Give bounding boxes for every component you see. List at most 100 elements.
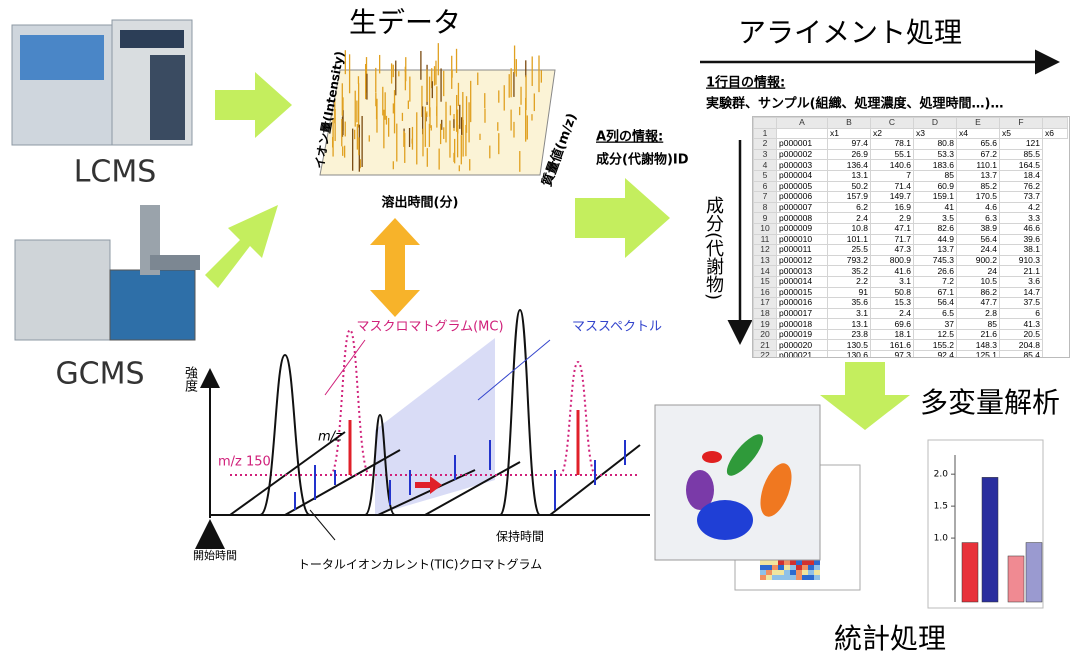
cell: 50.2 (828, 181, 871, 192)
heat-cell (808, 565, 814, 570)
cell: 121 (1000, 139, 1043, 150)
cell: 7.2 (914, 276, 957, 287)
heat-cell (796, 560, 802, 565)
cell: 26.9 (828, 149, 871, 160)
cell: 85.2 (957, 181, 1000, 192)
cell: 2.8 (957, 308, 1000, 319)
heat-cell (778, 570, 784, 575)
cell: 16 (754, 287, 777, 298)
row: 12p00001125.547.313.724.438.1 (754, 245, 1068, 256)
cell: 4.2 (1000, 202, 1043, 213)
cell: 2.2 (828, 276, 871, 287)
cell: 85.4 (1000, 351, 1043, 358)
label: 成分(代謝物)ID (596, 152, 689, 168)
instrument-label: GCMS (55, 357, 144, 392)
cell: 26.6 (914, 266, 957, 277)
cell: 65.6 (957, 139, 1000, 150)
heat-cell (796, 575, 802, 580)
heat-cell (808, 575, 814, 580)
cell: 14 (754, 266, 777, 277)
cell: 159.1 (914, 192, 957, 203)
label: トータルイオンカレント(TIC)クロマトグラム (298, 558, 542, 572)
cell: 15 (754, 276, 777, 287)
heat-cell (790, 575, 796, 580)
cell: 39.6 (1000, 234, 1043, 245)
heat-cell (790, 560, 796, 565)
cell: x3 (914, 128, 957, 139)
label: 開始時間 (193, 548, 237, 562)
cell: 50.8 (871, 287, 914, 298)
cell: 2 (754, 139, 777, 150)
cell: 35.2 (828, 266, 871, 277)
cell: x5 (1000, 128, 1043, 139)
cell: x1 (828, 128, 871, 139)
row: 15p0000142.23.17.210.53.6 (754, 276, 1068, 287)
cell: 24.4 (957, 245, 1000, 256)
multivariate-plot (655, 405, 860, 590)
flow-arrow (575, 178, 670, 258)
instrument-label: LCMS (74, 155, 157, 190)
cell: 82.6 (914, 223, 957, 234)
heat-cell (784, 565, 790, 570)
cell: 6.5 (914, 308, 957, 319)
cell: p000007 (777, 202, 828, 213)
cell: p000004 (777, 170, 828, 181)
cell: 17 (754, 298, 777, 309)
cell: 136.4 (828, 160, 871, 171)
cell: 69.6 (871, 319, 914, 330)
heat-cell (784, 570, 790, 575)
heat-cell (778, 565, 784, 570)
cell: 745.3 (914, 255, 957, 266)
cell: 157.9 (828, 192, 871, 203)
cell: 35.6 (828, 298, 871, 309)
cell: 800.9 (871, 255, 914, 266)
cell: 37 (914, 319, 957, 330)
heat-cell (760, 570, 766, 575)
cell: p000001 (777, 139, 828, 150)
row: 10p00000910.847.182.638.946.6 (754, 223, 1068, 234)
cell: 204.8 (1000, 340, 1043, 351)
heat-cell (808, 560, 814, 565)
heat-cell (784, 575, 790, 580)
heat-cell (808, 570, 814, 575)
cell: p000021 (777, 351, 828, 358)
cell: 85 (957, 319, 1000, 330)
heat-cell (802, 560, 808, 565)
heat-cell (772, 560, 778, 565)
heat-cell (766, 575, 772, 580)
heat-cell (790, 570, 796, 575)
cell: x2 (871, 128, 914, 139)
cell: 3.1 (828, 308, 871, 319)
cell: p000013 (777, 266, 828, 277)
heat-cell (802, 565, 808, 570)
axis-label: 溶出時間(分) (382, 195, 459, 211)
cell: 46.6 (1000, 223, 1043, 234)
cell: 13.1 (828, 170, 871, 181)
cell: p000003 (777, 160, 828, 171)
cell: 140.6 (871, 160, 914, 171)
cell: 1 (754, 128, 777, 139)
heat-cell (760, 560, 766, 565)
cell: 155.2 (914, 340, 957, 351)
cell: 41 (914, 202, 957, 213)
cell: 67.1 (914, 287, 957, 298)
cell: 44.9 (914, 234, 957, 245)
cell: 41.3 (1000, 319, 1043, 330)
gcms-instrument (15, 205, 200, 340)
cell: 4.6 (957, 202, 1000, 213)
cell (1043, 118, 1068, 129)
row: 21p000020130.5161.6155.2148.3204.8 (754, 340, 1068, 351)
cell: 16.9 (871, 202, 914, 213)
label: 実験群、サンプル(組織、処理濃度、処理時間…)… (706, 96, 1004, 112)
cell: 170.5 (957, 192, 1000, 203)
cell: 7 (871, 170, 914, 181)
cell: 15.3 (871, 298, 914, 309)
